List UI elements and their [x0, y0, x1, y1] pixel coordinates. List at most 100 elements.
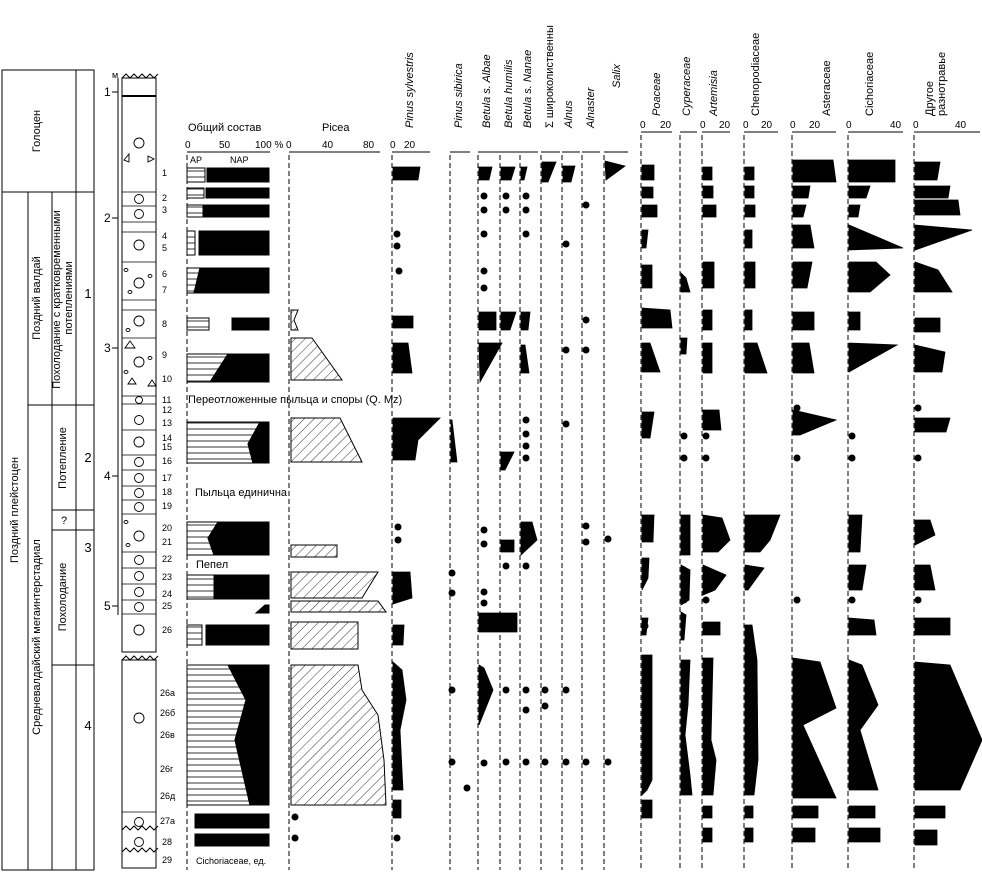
stage-uncertain: ?: [61, 515, 67, 527]
picea-title: Picea: [322, 122, 350, 134]
header-asteraceae: Asteraceae: [821, 60, 833, 116]
total-comp-ap-bars: [186, 167, 261, 806]
annotation-sparse: Пыльца единична: [195, 487, 288, 499]
period-holocene: Голоцен: [31, 110, 43, 152]
picea-axis-0: 0: [286, 140, 292, 151]
depth-tick-3: 3: [104, 341, 111, 355]
cheno-axis-0: 0: [743, 120, 749, 131]
curve-alnus: [562, 165, 576, 183]
sample-label: 2: [162, 193, 167, 203]
other-axis-40: 40: [955, 120, 967, 131]
stratigraphy-columns: [1, 69, 95, 871]
header-betula-albae: Betula s. Albae: [481, 54, 493, 128]
annotation-ash: Пепел: [196, 559, 228, 571]
header-alnus: Alnus: [563, 100, 575, 129]
sample-label: 18: [162, 487, 172, 497]
taxon-axis-lines: [392, 131, 980, 153]
taxon-axis-labels: 0 20 0 20 0 20 0 20 0 20 0 40 0 40: [390, 120, 967, 151]
stage-warming: Потепление: [57, 427, 69, 489]
sample-label: 9: [162, 350, 167, 360]
sample-label: 26в: [160, 730, 175, 740]
other-axis-0: 0: [913, 120, 919, 131]
annotation-redeposited: Переотложенные пыльца и споры (Q. Mz): [188, 394, 402, 406]
picea-axis-80: 80: [363, 140, 375, 151]
header-salix: Salix: [611, 64, 623, 88]
sample-label: 3: [162, 205, 167, 215]
taxon-headers: Pinus sylvestris Pinus sibirica Betula s…: [404, 25, 948, 129]
stage-cooling-line-1: Похолодание с кратковременными: [51, 210, 63, 388]
annotation-bottom: Cichoriaceae, ед.: [196, 856, 266, 866]
pinus-axis-0: 0: [390, 140, 396, 151]
poaceae-axis-0: 0: [640, 120, 646, 131]
depth-tick-2: 2: [104, 211, 111, 225]
total-comp-nap-label: NAP: [230, 155, 249, 165]
sample-label: 5: [162, 243, 167, 253]
sample-label: 27а: [160, 816, 175, 826]
sample-label: 21: [162, 537, 172, 547]
total-comp-title: Общий состав: [188, 122, 262, 134]
sample-label: 13: [162, 418, 172, 428]
curve-betula-albae: [478, 166, 518, 726]
sample-label: 29: [162, 855, 172, 865]
sample-label: 22: [162, 554, 172, 564]
sample-label: 20: [162, 523, 172, 533]
sample-label: 28: [162, 837, 172, 847]
header-pinus-sylvestris: Pinus sylvestris: [404, 52, 416, 128]
zone-1: 1: [84, 286, 91, 301]
stage-cooling-line-2: потеплениями: [63, 261, 75, 334]
header-betula-nanae: Betula s. Nanae: [522, 50, 534, 128]
header-betula-humilis: Betula humilis: [503, 59, 515, 128]
sample-label: 26а: [160, 688, 175, 698]
sample-label: 1: [162, 168, 167, 178]
taxon-zero-lines: [391, 135, 915, 870]
zone-3: 3: [84, 540, 91, 555]
sample-label: 24: [162, 589, 172, 599]
header-cichoriaceae: Cichoriaceae: [864, 52, 876, 116]
total-comp-ap-label: AP: [190, 155, 202, 165]
total-composition-panel: Общий состав 0 50 100 % AP NAP: [185, 122, 283, 870]
picea-axis-40: 40: [322, 140, 334, 151]
picea-bars: [290, 309, 387, 806]
sample-label: 26д: [160, 791, 176, 801]
sample-label: 26г: [160, 764, 174, 774]
artemisia-axis-0: 0: [700, 120, 706, 131]
curve-other-herbs: [914, 161, 982, 846]
sample-label: 26б: [160, 708, 175, 718]
curve-pinus-sylvestris: [392, 166, 441, 819]
total-comp-axis-100: 100 %: [255, 140, 283, 151]
sample-label: 4: [162, 231, 167, 241]
sample-label: 8: [162, 319, 167, 329]
total-comp-axis-0: 0: [185, 140, 191, 151]
aster-axis-0: 0: [790, 120, 796, 131]
header-poaceae: Poaceae: [651, 73, 663, 116]
curve-betula-nanae: [520, 166, 538, 556]
sample-label: 6: [162, 269, 167, 279]
cichor-axis-0: 0: [846, 120, 852, 131]
header-alnaster: Alnaster: [585, 86, 597, 129]
curve-chenopodiaceae: [744, 166, 781, 843]
pinus-axis-20: 20: [404, 140, 416, 151]
depth-tick-1: 1: [104, 85, 111, 99]
depth-tick-4: 4: [104, 469, 111, 483]
poaceae-axis-20: 20: [660, 120, 672, 131]
taxon-curves: [392, 159, 982, 846]
depth-tick-5: 5: [104, 599, 111, 613]
total-comp-nap-bars: [193, 167, 270, 847]
sample-label: 25: [162, 601, 172, 611]
header-other-herbs-2: разнотравье: [936, 52, 948, 116]
total-comp-axis-50: 50: [219, 140, 231, 151]
artemisia-axis-20: 20: [719, 120, 731, 131]
sample-label: 19: [162, 501, 172, 511]
curve-broadleaf: [541, 161, 557, 183]
curve-cyperaceae: [680, 272, 693, 796]
lithology-column: [121, 73, 159, 869]
cheno-axis-20: 20: [761, 120, 773, 131]
aster-axis-20: 20: [809, 120, 821, 131]
period-late-pleistocene: Поздний плейстоцен: [9, 457, 21, 563]
cichor-axis-40: 40: [890, 120, 902, 131]
header-chenopodiaceae: Chenopodiaceae: [750, 33, 762, 116]
picea-panel: Picea 0 40 80: [286, 122, 387, 870]
header-cyperaceae: Cyperaceae: [681, 57, 693, 116]
period-late-valdai: Поздний валдай: [31, 256, 43, 339]
sample-label: 17: [162, 473, 172, 483]
